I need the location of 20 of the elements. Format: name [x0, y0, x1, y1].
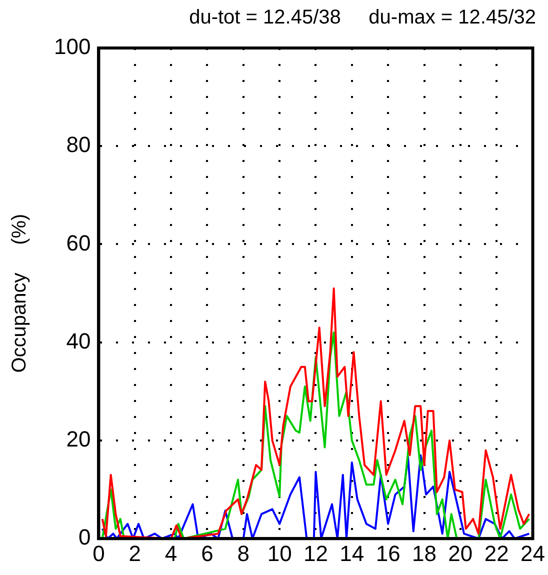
x-tick-label: 12 — [303, 540, 328, 566]
x-tick-label: 14 — [340, 540, 364, 566]
y-tick-label: 0 — [78, 524, 91, 550]
x-tick-label: 4 — [164, 540, 178, 566]
y-tick-label: 60 — [66, 230, 91, 256]
x-tick-label: 20 — [448, 540, 473, 566]
y-tick-label: 20 — [66, 426, 91, 452]
x-tick-label: 2 — [128, 540, 142, 566]
x-tick-label: 18 — [412, 540, 436, 566]
y-tick-label: 100 — [54, 34, 91, 60]
x-tick-label: 16 — [376, 540, 400, 566]
x-tick-label: 22 — [484, 540, 509, 566]
x-tick-label: 10 — [267, 540, 292, 566]
chart-title: du-tot = 12.45/38 du-max = 12.45/32 — [189, 6, 536, 29]
x-tick-label: 8 — [237, 540, 250, 566]
y-axis-title: Occupancy (%) — [8, 214, 31, 373]
y-tick-label: 40 — [66, 328, 91, 354]
y-tick-label: 80 — [66, 132, 91, 158]
x-tick-label: 24 — [520, 540, 546, 566]
x-tick-label: 6 — [201, 540, 214, 566]
